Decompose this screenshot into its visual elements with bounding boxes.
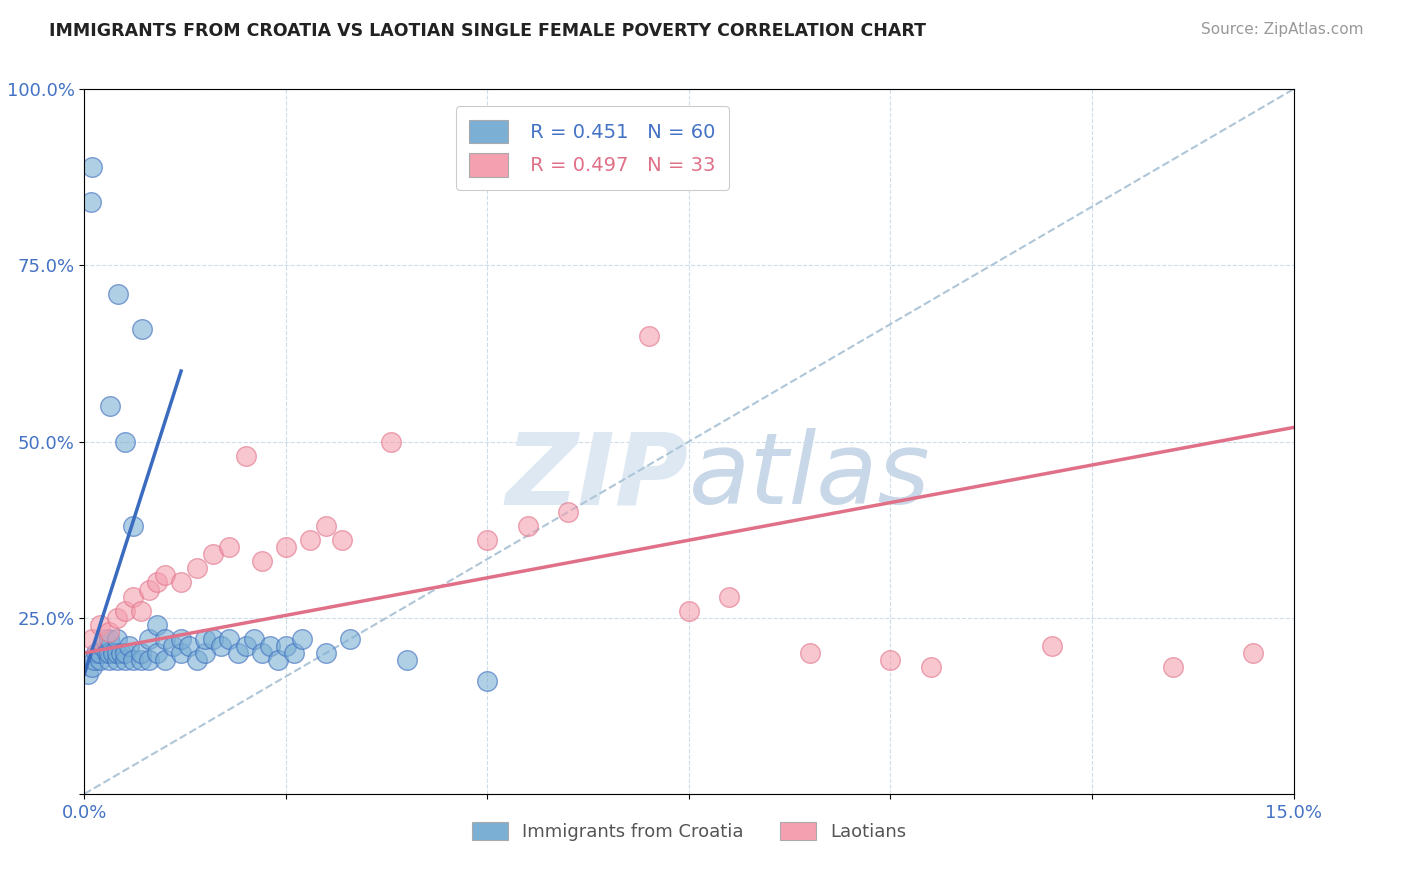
Point — [218, 632, 240, 646]
Point — [186, 653, 208, 667]
Point — [330, 533, 353, 548]
Point — [86, 646, 108, 660]
Point — [105, 610, 128, 624]
Point — [105, 653, 128, 667]
Point — [89, 617, 111, 632]
Point — [105, 632, 128, 646]
Point — [121, 653, 143, 667]
Point — [96, 646, 118, 660]
Point — [879, 653, 901, 667]
Point — [138, 632, 160, 646]
Point — [250, 554, 273, 568]
Point — [557, 505, 579, 519]
Point — [82, 632, 104, 646]
Point — [218, 541, 240, 555]
Point — [1161, 660, 1184, 674]
Point — [146, 617, 169, 632]
Point — [194, 632, 217, 646]
Point — [250, 646, 273, 660]
Point — [1241, 646, 1264, 660]
Point — [107, 286, 129, 301]
Point — [194, 646, 217, 660]
Point — [170, 646, 193, 660]
Point — [283, 646, 305, 660]
Point — [153, 632, 176, 646]
Point — [131, 322, 153, 336]
Point — [209, 639, 232, 653]
Point — [153, 568, 176, 582]
Point — [202, 547, 225, 561]
Point — [477, 533, 499, 548]
Point — [114, 646, 136, 660]
Point — [339, 632, 361, 646]
Point — [380, 434, 402, 449]
Point — [170, 632, 193, 646]
Point — [89, 646, 111, 660]
Point — [121, 590, 143, 604]
Point — [678, 604, 700, 618]
Point — [259, 639, 281, 653]
Point — [138, 582, 160, 597]
Point — [93, 632, 115, 646]
Point — [799, 646, 821, 660]
Point — [89, 653, 111, 667]
Point — [114, 434, 136, 449]
Point — [138, 653, 160, 667]
Point — [105, 646, 128, 660]
Point — [98, 399, 121, 413]
Point — [114, 604, 136, 618]
Point — [315, 519, 337, 533]
Point — [80, 194, 103, 209]
Point — [235, 449, 257, 463]
Point — [179, 639, 201, 653]
Point — [170, 575, 193, 590]
Point — [97, 632, 120, 646]
Legend: Immigrants from Croatia, Laotians: Immigrants from Croatia, Laotians — [464, 814, 914, 848]
Point — [97, 653, 120, 667]
Point — [162, 639, 184, 653]
Point — [97, 646, 120, 660]
Point — [235, 639, 257, 653]
Point — [637, 328, 659, 343]
Point — [153, 653, 176, 667]
Point — [299, 533, 322, 548]
Text: ZIP: ZIP — [506, 428, 689, 525]
Point — [129, 653, 152, 667]
Point — [97, 624, 120, 639]
Point — [186, 561, 208, 575]
Point — [146, 575, 169, 590]
Point — [121, 519, 143, 533]
Point — [291, 632, 314, 646]
Point — [516, 519, 538, 533]
Point — [202, 632, 225, 646]
Point — [101, 646, 124, 660]
Point — [274, 639, 297, 653]
Point — [477, 674, 499, 689]
Point — [129, 646, 152, 660]
Point — [920, 660, 942, 674]
Point — [146, 646, 169, 660]
Point — [83, 653, 105, 667]
Point — [1040, 639, 1063, 653]
Point — [242, 632, 264, 646]
Text: IMMIGRANTS FROM CROATIA VS LAOTIAN SINGLE FEMALE POVERTY CORRELATION CHART: IMMIGRANTS FROM CROATIA VS LAOTIAN SINGL… — [49, 22, 927, 40]
Point — [82, 660, 104, 674]
Point — [315, 646, 337, 660]
Point — [110, 646, 132, 660]
Text: Source: ZipAtlas.com: Source: ZipAtlas.com — [1201, 22, 1364, 37]
Point — [87, 646, 110, 660]
Point — [91, 639, 114, 653]
Point — [226, 646, 249, 660]
Point — [82, 160, 104, 174]
Point — [77, 667, 100, 681]
Point — [118, 639, 141, 653]
Point — [395, 653, 418, 667]
Point — [129, 604, 152, 618]
Point — [274, 541, 297, 555]
Point — [718, 590, 741, 604]
Text: atlas: atlas — [689, 428, 931, 525]
Point — [267, 653, 290, 667]
Point — [114, 653, 136, 667]
